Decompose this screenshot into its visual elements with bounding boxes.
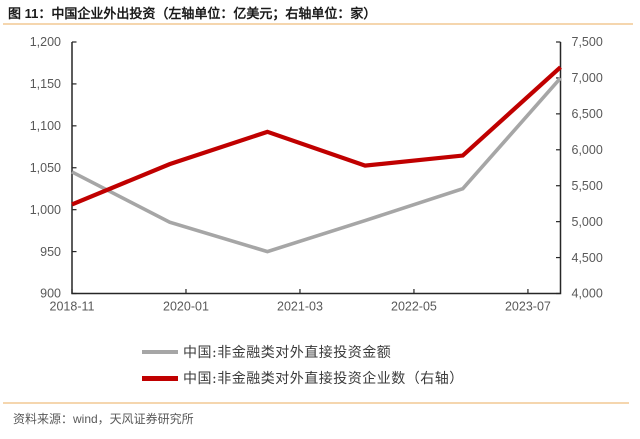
svg-text:1,150: 1,150 [30,77,61,91]
svg-text:900: 900 [40,287,61,301]
svg-text:1,050: 1,050 [30,161,61,175]
svg-text:6,500: 6,500 [572,107,603,121]
footer-divider [3,402,629,404]
legend-line-swatch-red [142,375,178,381]
svg-text:7,500: 7,500 [572,35,603,49]
svg-text:2018-11: 2018-11 [50,300,95,314]
svg-text:2020-01: 2020-01 [163,300,209,314]
legend-item-amount: 中国:非金融类对外直接投资金额 [142,339,464,365]
title-divider [3,23,633,25]
source-note: 资料来源：wind，天风证券研究所 [13,412,194,426]
svg-text:7,000: 7,000 [572,71,603,85]
svg-text:4,500: 4,500 [572,251,603,265]
svg-text:950: 950 [40,245,61,259]
legend-label-amount: 中国:非金融类对外直接投资金额 [183,345,392,361]
line-chart: 900 950 1,000 1,050 1,100 1,150 1,200 4,000 4,50… [30,35,603,314]
svg-text:5,000: 5,000 [572,215,603,229]
svg-text:1,100: 1,100 [30,119,61,133]
chart-legend: 中国:非金融类对外直接投资金额 中国:非金融类对外直接投资企业数（右轴） [142,339,464,391]
svg-text:2021-03: 2021-03 [277,300,323,314]
svg-text:6,000: 6,000 [572,143,603,157]
legend-item-count: 中国:非金融类对外直接投资企业数（右轴） [142,365,464,391]
svg-text:4,000: 4,000 [572,287,603,301]
legend-label-count: 中国:非金融类对外直接投资企业数（右轴） [183,371,464,387]
svg-text:1,000: 1,000 [30,203,61,217]
svg-text:5,500: 5,500 [572,179,603,193]
svg-text:2023-07: 2023-07 [505,300,551,314]
legend-line-swatch-gray [142,350,178,354]
svg-text:1,200: 1,200 [30,35,61,49]
svg-text:2022-05: 2022-05 [391,300,437,314]
figure-title: 图 11：中国企业外出投资（左轴单位：亿美元；右轴单位：家） [8,6,377,21]
